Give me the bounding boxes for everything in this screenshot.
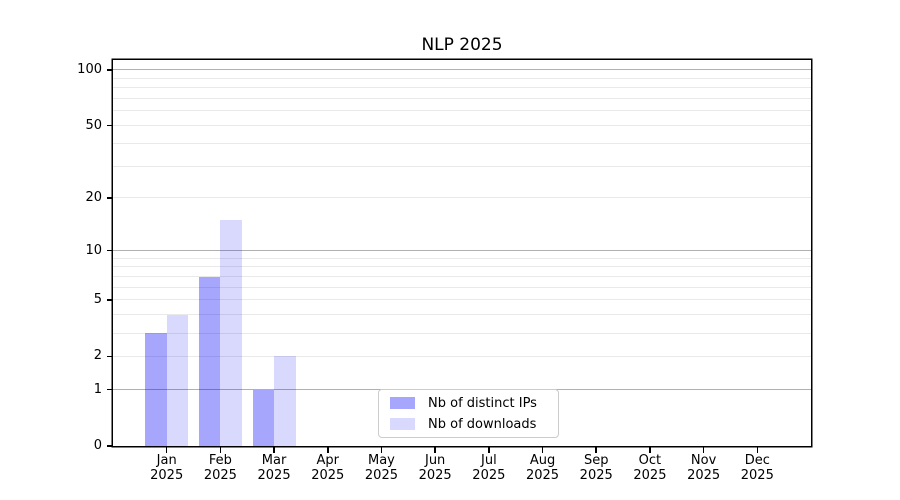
y-tick-label-1: 1 — [93, 381, 102, 397]
x-tick-mark-sep — [595, 447, 597, 453]
gridline-minor-70 — [113, 98, 811, 100]
x-tick-label-apr: Apr 2025 — [311, 453, 345, 483]
legend-label-downloads: Nb of downloads — [428, 416, 537, 432]
y-tick-mark-5 — [106, 299, 113, 301]
y-tick-mark-2 — [106, 355, 113, 358]
y-tick-label-2: 2 — [93, 348, 102, 364]
gridline-minor-20 — [113, 197, 811, 199]
x-tick-label-dec: Dec 2025 — [740, 453, 774, 483]
gridline-minor-9 — [113, 257, 811, 259]
gridline-minor-6 — [113, 286, 811, 288]
gridline-minor-8 — [113, 266, 811, 268]
legend-item-downloads: Nb of downloads — [385, 415, 552, 433]
x-tick-mark-jun — [434, 447, 436, 453]
y-tick-mark-100 — [106, 69, 113, 71]
x-tick-mark-nov — [702, 447, 705, 453]
plot-area — [113, 60, 811, 446]
x-tick-label-aug: Aug 2025 — [525, 453, 560, 483]
y-tick-label-0: 0 — [93, 438, 102, 453]
gridline-minor-4 — [113, 314, 811, 316]
x-tick-label-sep: Sep 2025 — [579, 453, 613, 483]
y-tick-mark-10 — [106, 249, 113, 252]
y-tick-label-50: 50 — [85, 117, 102, 133]
legend-swatch-distinct-ips-icon — [390, 397, 415, 409]
gridline-major-100 — [113, 69, 811, 71]
bar-nb-of-downloads-jan — [166, 314, 189, 446]
x-tick-label-nov: Nov 2025 — [687, 453, 721, 483]
y-tick-mark-50 — [106, 124, 113, 127]
y-tick-label-20: 20 — [85, 189, 102, 205]
x-tick-label-jul: Jul 2025 — [472, 453, 506, 483]
x-tick-mark-oct — [649, 447, 651, 453]
x-tick-mark-feb — [219, 447, 222, 453]
x-tick-mark-jan — [165, 447, 168, 453]
gridline-minor-90 — [113, 77, 811, 79]
gridline-minor-2 — [113, 355, 811, 357]
x-tick-label-jun: Jun 2025 — [418, 453, 452, 483]
gridline-minor-40 — [113, 142, 811, 144]
x-tick-label-may: May 2025 — [364, 453, 398, 483]
gridline-major-10 — [113, 250, 811, 252]
gridline-minor-50 — [113, 125, 811, 127]
x-tick-label-oct: Oct 2025 — [633, 453, 667, 483]
y-tick-label-100: 100 — [77, 61, 102, 77]
x-tick-mark-may — [380, 447, 383, 453]
chart-title: NLP 2025 — [421, 35, 503, 55]
bar-nb-of-downloads-feb — [220, 220, 242, 446]
gridline-minor-7 — [113, 276, 811, 278]
bar-nb-of-distinct-ips-mar — [252, 389, 275, 446]
legend: Nb of distinct IPs Nb of downloads — [378, 389, 559, 438]
bar-nb-of-downloads-mar — [274, 356, 296, 446]
x-tick-mark-jul — [488, 447, 490, 453]
y-tick-label-10: 10 — [85, 242, 102, 258]
gridline-minor-60 — [113, 110, 811, 112]
x-tick-mark-aug — [541, 447, 544, 453]
y-tick-mark-20 — [106, 197, 113, 199]
legend-swatch-downloads-icon — [390, 418, 415, 430]
x-tick-label-jan: Jan 2025 — [150, 453, 184, 483]
x-tick-mark-dec — [756, 447, 759, 453]
gridline-minor-5 — [113, 299, 811, 301]
x-tick-label-mar: Mar 2025 — [257, 453, 291, 483]
y-tick-label-5: 5 — [93, 291, 102, 307]
gridline-minor-3 — [113, 332, 811, 334]
bar-nb-of-distinct-ips-jan — [145, 333, 167, 446]
gridline-minor-30 — [113, 165, 811, 167]
y-tick-mark-1 — [106, 388, 113, 391]
y-tick-mark-0 — [106, 445, 113, 447]
legend-item-distinct-ips: Nb of distinct IPs — [385, 394, 552, 412]
legend-label-distinct-ips: Nb of distinct IPs — [428, 395, 537, 411]
gridline-minor-80 — [113, 87, 811, 89]
x-tick-mark-apr — [327, 447, 329, 453]
x-tick-mark-mar — [273, 447, 275, 453]
bar-nb-of-distinct-ips-feb — [198, 276, 221, 446]
x-tick-label-feb: Feb 2025 — [203, 453, 237, 483]
